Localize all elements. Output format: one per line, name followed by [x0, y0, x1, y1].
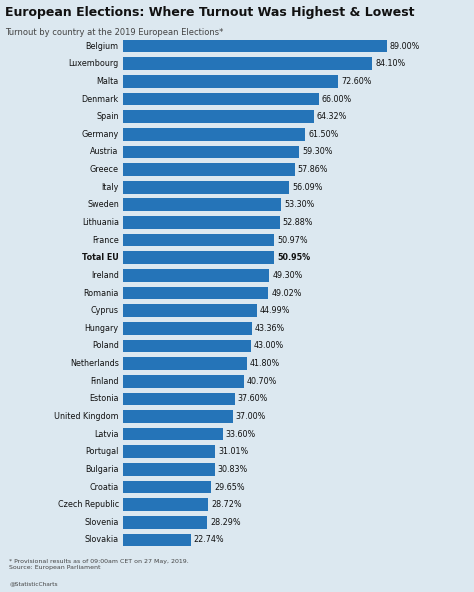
Text: Austria: Austria [91, 147, 119, 156]
Bar [123, 304, 256, 317]
Text: France: France [92, 236, 119, 244]
Bar [123, 340, 251, 352]
Text: 61.50%: 61.50% [309, 130, 339, 139]
Bar [123, 498, 208, 511]
Text: 66.00%: 66.00% [322, 95, 352, 104]
Bar [123, 463, 215, 476]
Text: 41.80%: 41.80% [250, 359, 280, 368]
Bar [123, 40, 387, 53]
Text: European Elections: Where Turnout Was Highest & Lowest: European Elections: Where Turnout Was Hi… [5, 6, 414, 19]
Text: 59.30%: 59.30% [302, 147, 332, 156]
Text: 72.60%: 72.60% [341, 77, 372, 86]
Text: 64.32%: 64.32% [317, 112, 347, 121]
Text: Estonia: Estonia [89, 394, 119, 403]
Bar [123, 322, 252, 334]
Text: Sweden: Sweden [87, 200, 119, 210]
Text: 33.60%: 33.60% [226, 430, 256, 439]
Text: Hungary: Hungary [85, 324, 119, 333]
Text: Portugal: Portugal [85, 448, 119, 456]
Text: Denmark: Denmark [82, 95, 119, 104]
Bar [123, 110, 314, 123]
Bar [123, 445, 215, 458]
Text: Malta: Malta [97, 77, 119, 86]
Text: 50.95%: 50.95% [277, 253, 310, 262]
Bar [123, 375, 244, 388]
Text: 50.97%: 50.97% [277, 236, 308, 244]
Text: 44.99%: 44.99% [259, 306, 290, 315]
Bar [123, 234, 274, 246]
Text: @StatisticCharts: @StatisticCharts [9, 581, 58, 586]
Text: 84.10%: 84.10% [375, 59, 406, 68]
Text: Croatia: Croatia [90, 482, 119, 491]
Text: Finland: Finland [90, 377, 119, 386]
Text: 89.00%: 89.00% [390, 41, 420, 50]
Bar [123, 392, 235, 405]
Text: 30.83%: 30.83% [218, 465, 248, 474]
Bar [123, 146, 299, 158]
Text: 49.02%: 49.02% [272, 288, 302, 298]
Bar [123, 198, 281, 211]
Text: Bulgaria: Bulgaria [85, 465, 119, 474]
Bar [123, 216, 280, 229]
Text: Romania: Romania [83, 288, 119, 298]
Bar [123, 533, 191, 546]
Text: Belgium: Belgium [86, 41, 119, 50]
Text: Poland: Poland [92, 342, 119, 350]
Text: Turnout by country at the 2019 European Elections*: Turnout by country at the 2019 European … [5, 28, 223, 37]
Bar [123, 357, 247, 370]
Bar [123, 481, 211, 493]
Text: 40.70%: 40.70% [247, 377, 277, 386]
Text: Luxembourg: Luxembourg [69, 59, 119, 68]
Bar [123, 128, 305, 141]
Text: Greece: Greece [90, 165, 119, 174]
Bar [123, 75, 338, 88]
Text: * Provisional results as of 09:00am CET on 27 May, 2019.
Source: European Parlia: * Provisional results as of 09:00am CET … [9, 559, 189, 570]
Bar [123, 287, 268, 300]
Bar [123, 93, 319, 105]
Text: 28.72%: 28.72% [211, 500, 242, 509]
Text: Spain: Spain [96, 112, 119, 121]
Bar [123, 428, 223, 440]
Text: 56.09%: 56.09% [292, 183, 323, 192]
Text: Slovenia: Slovenia [84, 518, 119, 527]
Text: Lithuania: Lithuania [82, 218, 119, 227]
Bar [123, 269, 269, 282]
Text: Germany: Germany [82, 130, 119, 139]
Text: 43.00%: 43.00% [254, 342, 284, 350]
Bar [123, 57, 373, 70]
Text: Total EU: Total EU [82, 253, 119, 262]
Text: 52.88%: 52.88% [283, 218, 313, 227]
Text: 28.29%: 28.29% [210, 518, 241, 527]
Text: 43.36%: 43.36% [255, 324, 285, 333]
Text: Latvia: Latvia [94, 430, 119, 439]
Text: Cyprus: Cyprus [91, 306, 119, 315]
Text: United Kingdom: United Kingdom [54, 412, 119, 421]
Bar [123, 516, 207, 529]
Text: 37.60%: 37.60% [237, 394, 268, 403]
Text: Slovakia: Slovakia [85, 536, 119, 545]
Bar [123, 252, 274, 264]
Text: 57.86%: 57.86% [298, 165, 328, 174]
Text: Netherlands: Netherlands [70, 359, 119, 368]
Bar [123, 163, 295, 176]
Text: Ireland: Ireland [91, 271, 119, 280]
Bar [123, 410, 233, 423]
Text: Italy: Italy [101, 183, 119, 192]
Text: 22.74%: 22.74% [193, 536, 224, 545]
Text: 49.30%: 49.30% [272, 271, 302, 280]
Text: 31.01%: 31.01% [218, 448, 248, 456]
Text: 29.65%: 29.65% [214, 482, 245, 491]
Text: 53.30%: 53.30% [284, 200, 314, 210]
Text: Czech Republic: Czech Republic [57, 500, 119, 509]
Bar [123, 181, 290, 194]
Text: 37.00%: 37.00% [236, 412, 266, 421]
